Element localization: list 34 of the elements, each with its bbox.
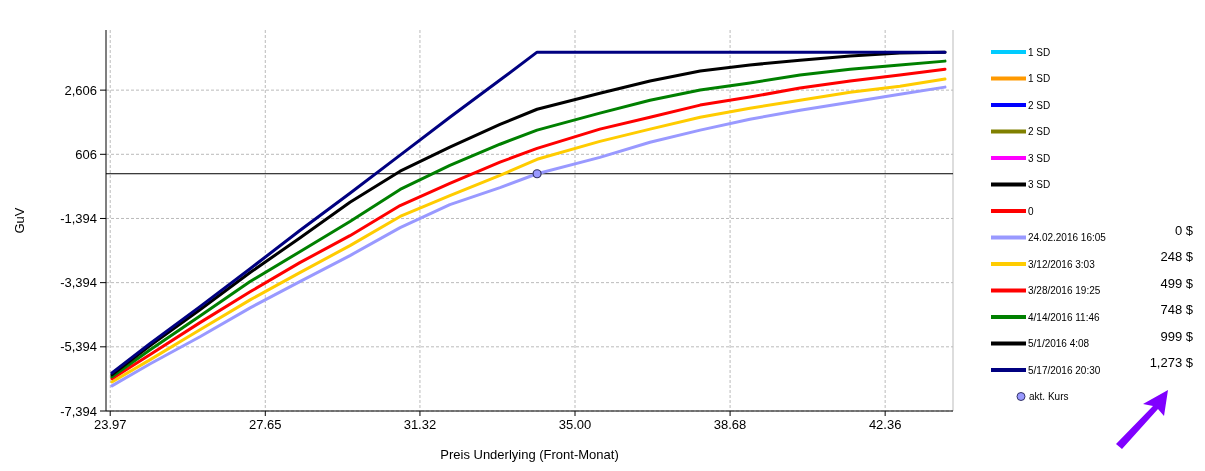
x-tick-label: 31.32 [403, 417, 437, 432]
x-tick-label: 35.00 [558, 417, 592, 432]
legend-label: 3/12/2016 3:03 [1028, 258, 1096, 270]
legend-label: 24.02.2016 16:05 [1028, 232, 1107, 243]
y-tick-label: -3,394 [60, 275, 97, 291]
y-tick-label: 606 [75, 146, 97, 162]
legend-label: 0 [1028, 205, 1034, 217]
legend-label: 5/1/2016 4:08 [1028, 338, 1090, 349]
x-axis-title: Preis Underlying (Front-Monat) [440, 447, 619, 462]
text: 748 $ [1160, 302, 1194, 317]
legend-label: 5/17/2016 20:30 [1028, 364, 1101, 376]
y-tick-label: -5,394 [60, 339, 97, 355]
legend-label: 2 SD [1028, 126, 1051, 137]
x-tick-label: 38.68 [713, 417, 747, 432]
legend-label: 3 SD [1028, 152, 1051, 164]
text: 499 $ [1160, 275, 1194, 291]
legend-label: 1 SD [1028, 46, 1051, 58]
legend-label: 4/14/2016 11:46 [1028, 311, 1100, 323]
legend-label: 1 SD [1028, 73, 1051, 84]
y-tick-label: -7,394 [60, 403, 97, 419]
y-axis-title: GuV [12, 207, 27, 234]
x-tick-label: 23.97 [93, 417, 127, 432]
text: 0 $ [1174, 222, 1194, 238]
legend-label: 3 SD [1028, 179, 1051, 190]
y-tick-label: 2,606 [64, 82, 97, 98]
y-tick-label: -1,394 [60, 211, 97, 227]
text: 248 $ [1160, 249, 1194, 264]
x-tick-label: 27.65 [249, 417, 282, 432]
x-tick-label: 42.36 [868, 417, 902, 432]
text: 1,273 $ [1149, 355, 1194, 370]
legend-label: akt. Kurs [1029, 391, 1069, 402]
legend-label: 2 SD [1028, 99, 1051, 111]
text: 999 $ [1160, 328, 1194, 344]
legend-label: 3/28/2016 19:25 [1028, 285, 1101, 296]
